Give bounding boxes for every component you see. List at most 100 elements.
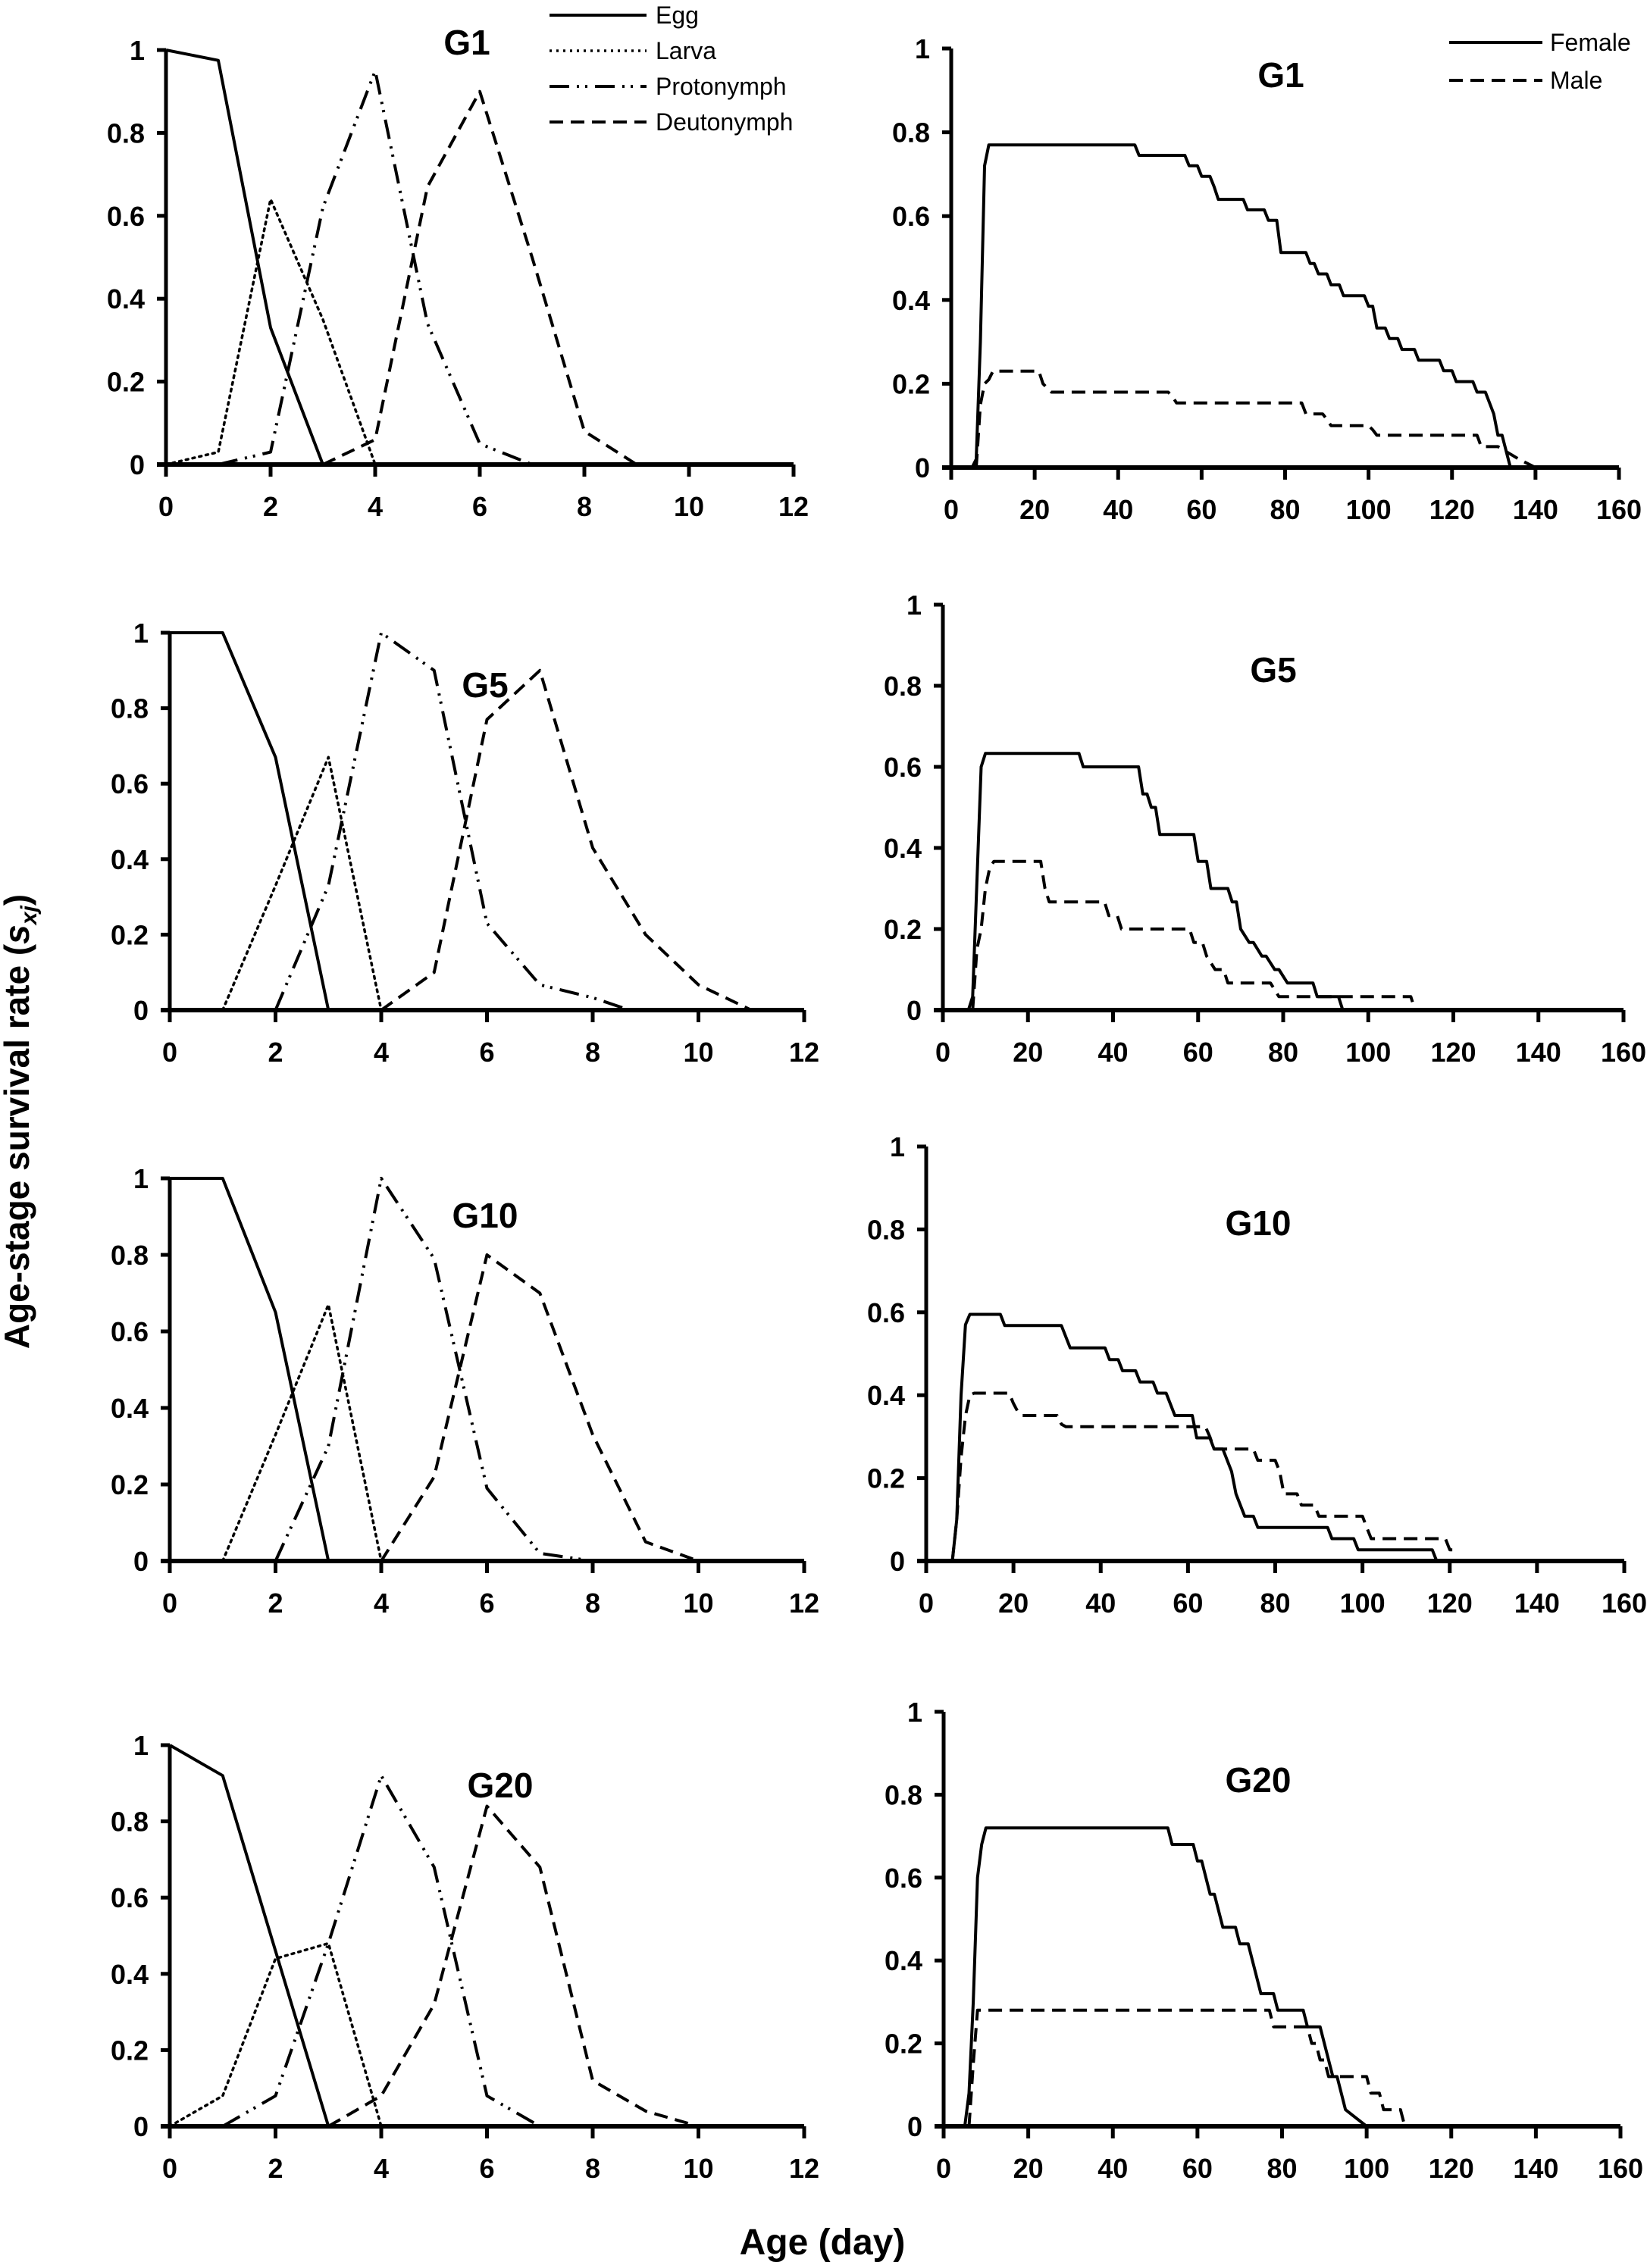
x-tick-label: 20 <box>1013 2153 1044 2184</box>
series-line-female <box>926 1312 1439 1563</box>
x-tick-label: 12 <box>789 1037 819 1068</box>
x-tick-label: 40 <box>1097 2153 1128 2184</box>
y-tick-label: 0.6 <box>111 768 149 799</box>
y-tick-label: 0.4 <box>107 283 145 314</box>
series-line-deutonymph <box>380 668 753 1012</box>
x-tick-label: 4 <box>368 491 383 522</box>
y-tick-label: 0 <box>906 995 922 1026</box>
x-tick-label: 10 <box>683 1588 713 1619</box>
series-line-egg <box>169 1744 330 2127</box>
y-tick-label: 0.6 <box>111 1882 149 1913</box>
series-line-female <box>943 752 1345 1012</box>
panel-title: G5 <box>1250 650 1296 690</box>
y-tick-label: 0.4 <box>111 844 149 875</box>
panel-g10-sex: 0 0.2 0.4 0.6 0.8 1 0 20 40 60 80 100 120 140 160 G10 <box>867 1131 1647 1619</box>
panel-g20-sex: 0 0.2 0.4 0.6 0.8 1 0 20 40 60 80 100 120 140 160 G20 <box>885 1697 1643 2184</box>
x-tick-label: 160 <box>1596 494 1642 525</box>
y-tick-label: 0.4 <box>892 285 930 316</box>
y-axis-label-symbol: s <box>0 924 36 944</box>
panel-title: G1 <box>1257 55 1304 95</box>
x-tick-label: 6 <box>479 2153 494 2184</box>
x-tick-label: 40 <box>1085 1588 1116 1619</box>
y-tick-label: 0 <box>890 1546 905 1577</box>
y-tick-label: 1 <box>915 33 930 64</box>
y-tick-label: 0.2 <box>111 919 149 950</box>
y-tick-label: 0.6 <box>885 1863 922 1894</box>
y-tick-label: 1 <box>133 1163 149 1194</box>
x-tick-label: 80 <box>1267 2153 1297 2184</box>
y-tick-label: 0.4 <box>111 1959 149 1990</box>
y-tick-label: 0.2 <box>867 1463 905 1494</box>
x-tick-label: 60 <box>1173 1588 1203 1619</box>
y-tick-label: 1 <box>906 590 922 621</box>
y-tick-label: 0 <box>130 449 145 480</box>
legend-label-egg: Egg <box>656 2 699 29</box>
x-tick-label: 2 <box>268 1037 283 1068</box>
x-tick-label: 100 <box>1344 2153 1389 2184</box>
y-tick-label: 0.8 <box>111 693 149 724</box>
x-tick-label: 10 <box>683 1037 713 1068</box>
y-tick-label: 0.8 <box>111 1807 149 1838</box>
legend-label-deutonymph: Deutonymph <box>656 108 793 136</box>
y-tick-label: 0.8 <box>885 1779 922 1810</box>
x-tick-label: 0 <box>162 1037 177 1068</box>
series-line-egg <box>165 48 324 465</box>
panel-title: G10 <box>1226 1203 1292 1243</box>
x-tick-label: 160 <box>1598 2153 1643 2184</box>
x-tick-label: 2 <box>268 2153 283 2184</box>
y-tick-label: 0.6 <box>892 201 930 232</box>
legend-label-protonymph: Protonymph <box>656 73 787 100</box>
y-tick-label: 0.2 <box>884 914 922 945</box>
y-tick-label: 0 <box>907 2111 922 2142</box>
x-tick-label: 120 <box>1429 2153 1474 2184</box>
y-tick-label: 0.2 <box>892 368 930 399</box>
y-tick-label: 0.8 <box>107 117 145 149</box>
panel-g5-sex: 0 0.2 0.4 0.6 0.8 1 0 20 40 60 80 100 120 140 160 G5 <box>884 590 1646 1068</box>
x-axis-label: Age (day) <box>740 2223 906 2263</box>
y-tick-label: 1 <box>133 1730 149 1761</box>
x-tick-label: 100 <box>1346 494 1392 525</box>
series-line-egg <box>170 1177 330 1562</box>
x-tick-label: 2 <box>263 491 278 522</box>
x-tick-label: 80 <box>1268 1037 1298 1068</box>
series-line-deutonymph <box>322 89 638 466</box>
x-tick-label: 4 <box>374 1037 389 1068</box>
x-tick-label: 0 <box>919 1588 934 1619</box>
x-tick-label: 120 <box>1429 494 1475 525</box>
x-tick-label: 20 <box>1019 494 1050 525</box>
series-line-protonymph <box>218 69 533 466</box>
series-line-male <box>967 2008 1407 2127</box>
x-tick-label: 4 <box>374 2153 389 2184</box>
y-tick-label: 0.6 <box>884 752 922 783</box>
y-tick-label: 0.4 <box>867 1380 905 1411</box>
y-tick-label: 1 <box>907 1697 922 1728</box>
panel-g1-sex: 0 0.2 0.4 0.6 0.8 1 0 20 40 60 80 100 120 140 160 G1 Fem… <box>892 29 1642 525</box>
x-tick-label: 40 <box>1097 1037 1128 1068</box>
x-tick-label: 140 <box>1514 1588 1560 1619</box>
x-tick-label: 2 <box>268 1588 283 1619</box>
y-tick-label: 1 <box>130 35 145 66</box>
x-tick-label: 0 <box>936 2153 951 2184</box>
x-tick-label: 160 <box>1601 1037 1646 1068</box>
series-line-deutonymph <box>327 1804 700 2128</box>
panel-title: G5 <box>462 665 508 705</box>
y-tick-label: 0.2 <box>885 2029 922 2060</box>
y-axis-label-subscript: xj <box>17 906 42 927</box>
x-tick-label: 8 <box>585 1037 600 1068</box>
y-axis-label-text: Age-stage survival rate ( <box>0 943 36 1349</box>
x-tick-label: 10 <box>683 2153 713 2184</box>
y-tick-label: 0.8 <box>892 117 930 149</box>
x-tick-label: 100 <box>1345 1037 1391 1068</box>
y-tick-label: 0.4 <box>884 833 922 864</box>
y-tick-label: 0.8 <box>111 1240 149 1271</box>
x-tick-label: 60 <box>1183 1037 1213 1068</box>
y-tick-label: 0 <box>133 1546 149 1577</box>
y-tick-label: 1 <box>890 1131 905 1162</box>
x-tick-label: 0 <box>944 494 959 525</box>
y-axis-label-close: ) <box>0 894 36 906</box>
series-line-male <box>950 1391 1459 1562</box>
y-tick-label: 0.4 <box>885 1945 922 1976</box>
series-line-male <box>975 369 1536 469</box>
